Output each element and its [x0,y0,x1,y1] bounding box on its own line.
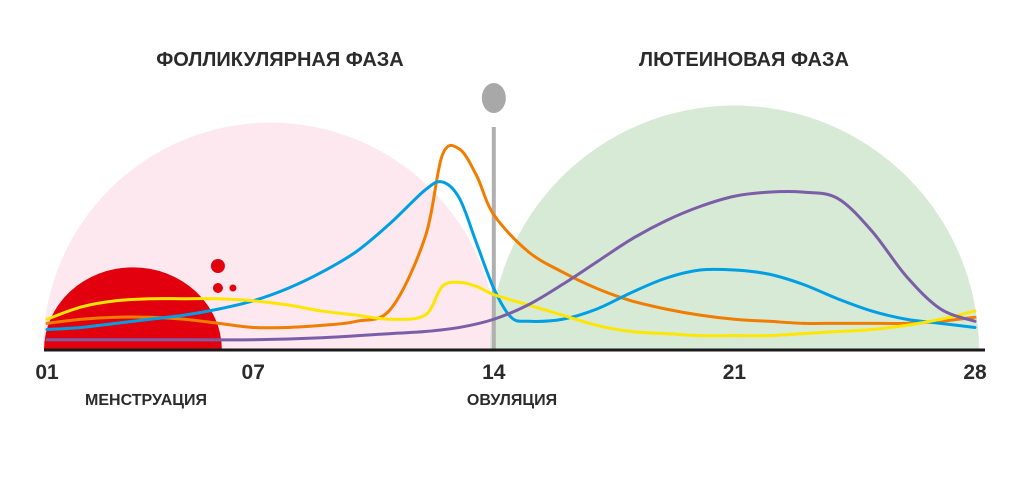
egg-icon [481,83,506,113]
x-axis-ticks: 01 07 14 21 28 [35,361,987,384]
phase-background-2 [489,105,979,350]
x-tick-label: 14 [482,361,506,384]
x-tick-label: 01 [35,361,59,384]
hormone-curve-3 [45,280,977,338]
hormone-curve-1 [45,143,977,330]
phase-label-luteal: ЛЮТЕИНОВАЯ ФАЗА [639,49,849,71]
menstruation-dome [44,267,222,350]
hormone-curve-2 [45,180,977,331]
x-tick-label: 07 [242,361,265,384]
blood-drop-icon [229,284,237,292]
x-tick-label: 21 [723,361,747,384]
series-layer [45,143,977,342]
blood-drop-icon [210,259,225,273]
ovulation-label: ОВУЛЯЦИЯ [467,392,557,409]
menstruation-label: МЕНСТРУАЦИЯ [85,392,207,409]
blood-drop-icon [212,283,223,293]
events-layer [44,83,506,350]
x-tick-label: 28 [963,361,987,384]
phase-label-follicular: ФОЛЛИКУЛЯРНАЯ ФАЗА [156,49,404,71]
hormone-curve-4 [45,190,977,342]
